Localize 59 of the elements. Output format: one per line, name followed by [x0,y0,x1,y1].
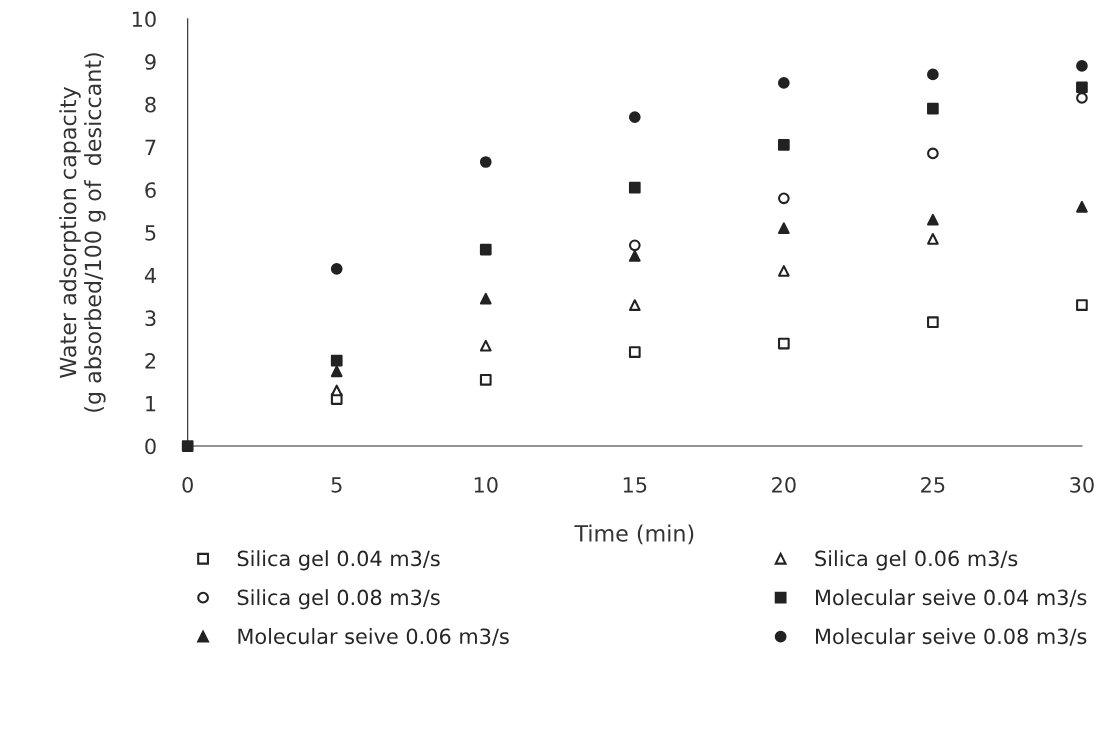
point [628,239,641,252]
point [777,222,790,235]
x-tick-label: 30 [1070,476,1094,493]
point [777,337,790,350]
y-tick-label: 9 [145,54,156,70]
y-tick-label: 2 [145,353,156,369]
point [927,233,939,245]
point [628,299,641,311]
point [777,139,790,151]
y-tick-label: 10 [132,11,156,28]
point [927,68,939,81]
x-tick-label: 20 [772,476,796,493]
legend-label: Silica gel 0.06 m3/s [815,550,1018,571]
x-tick-label: 5 [331,477,342,493]
point [927,213,939,226]
x-tick-label: 25 [921,476,945,493]
point [1076,60,1088,72]
point [777,265,790,277]
point [330,365,343,378]
y-tick-label: 7 [145,139,156,155]
y-tick-label: 3 [145,310,156,327]
legend-label: Silica gel 0.08 m3/s [237,589,440,610]
legend-label: Molecular seive 0.08 m3/s [816,628,1087,646]
point [927,147,939,160]
y-tick-label: 5 [145,225,156,241]
point [181,440,194,452]
point [1076,81,1088,94]
point [777,77,790,89]
x-tick-label: 10 [474,476,498,493]
point [330,262,343,275]
y-tick-label: 1 [146,396,156,412]
x-tick-label: 15 [623,477,647,493]
point [628,111,641,123]
y-tick-label: 0 [145,438,156,455]
legend-label: Silica gel 0.04 m3/s [237,550,440,571]
point [777,192,790,205]
legend-label: Molecular seive 0.04 m3/s [816,589,1087,607]
point [479,243,492,256]
x-tick-label: 0 [182,476,193,493]
point [330,384,343,397]
point [927,102,939,115]
point [927,316,939,329]
point [479,373,492,386]
point [628,181,641,194]
point [628,250,641,262]
y-tick-label: 6 [145,182,156,198]
point [1076,299,1088,311]
point [330,354,343,367]
y-tick-label: 4 [144,267,156,284]
point [1076,200,1088,213]
y-tick-label: 8 [145,96,156,113]
point [1076,92,1088,104]
point [479,292,492,305]
point [479,156,492,168]
point [479,339,492,352]
point [628,346,641,358]
x-axis-title: Time (min) [574,524,694,545]
legend-label: Molecular seive 0.06 m3/s [238,628,509,646]
y-axis-title: Water adsorption capacity (g absorbed/100 g of desiccant) [59,53,106,412]
